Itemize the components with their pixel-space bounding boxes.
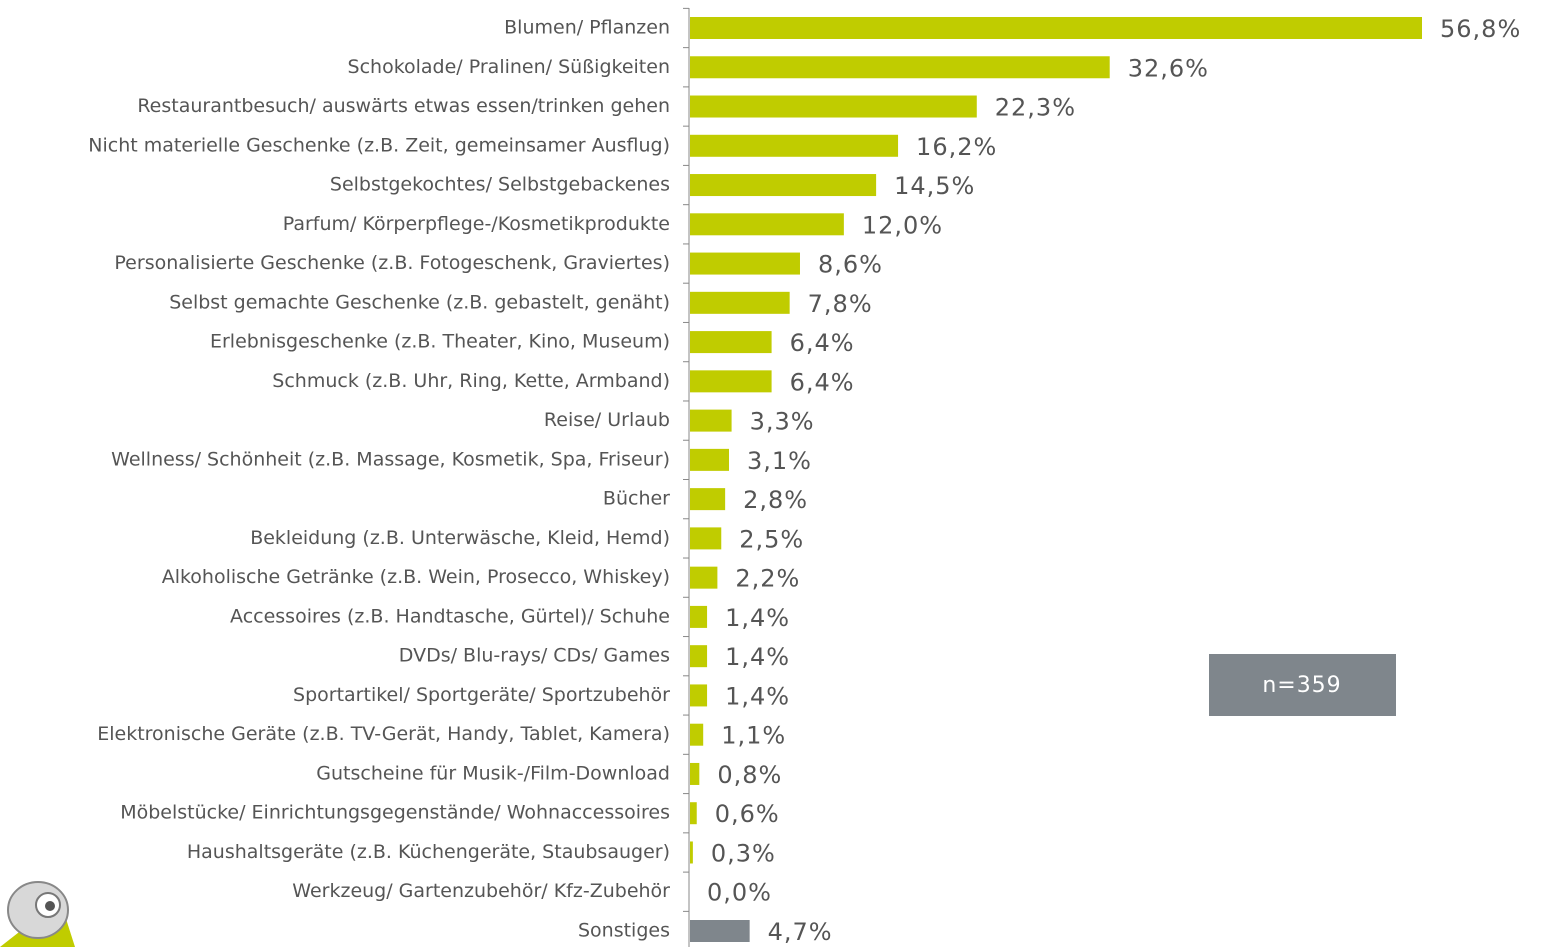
category-label: DVDs/ Blu-rays/ CDs/ Games	[399, 645, 670, 667]
category-label: Blumen/ Pflanzen	[504, 17, 670, 39]
category-label: Gutscheine für Musik-/Film-Download	[316, 762, 670, 784]
bar	[690, 841, 693, 864]
category-label: Restaurantbesuch/ auswärts etwas essen/t…	[137, 95, 670, 117]
value-label: 2,2%	[735, 565, 800, 593]
category-label: Accessoires (z.B. Handtasche, Gürtel)/ S…	[230, 605, 670, 627]
category-label: Haushaltsgeräte (z.B. Küchengeräte, Stau…	[187, 841, 670, 863]
value-label: 1,1%	[721, 722, 786, 750]
category-label: Sportartikel/ Sportgeräte/ Sportzubehör	[293, 684, 670, 706]
bar	[690, 802, 697, 825]
bar	[690, 213, 844, 236]
value-label: 22,3%	[995, 94, 1076, 122]
bar	[690, 331, 772, 354]
value-label: 1,4%	[725, 604, 790, 632]
bar	[690, 920, 750, 942]
value-label: 6,4%	[790, 329, 855, 357]
bar	[690, 370, 772, 393]
category-label: Elektronische Geräte (z.B. TV-Gerät, Han…	[97, 723, 670, 745]
annotation-box	[1209, 654, 1396, 716]
category-label: Bücher	[603, 488, 670, 510]
value-label: 56,8%	[1440, 15, 1521, 43]
annotation: n=359	[1262, 673, 1341, 698]
value-label: 2,5%	[739, 525, 804, 553]
bar	[690, 95, 977, 118]
value-label: 0,6%	[715, 800, 780, 828]
value-label: 3,3%	[750, 408, 815, 436]
value-label: 6,4%	[790, 368, 855, 396]
category-label: Möbelstücke/ Einrichtungsgegenstände/ Wo…	[120, 802, 670, 824]
category-label: Erlebnisgeschenke (z.B. Theater, Kino, M…	[210, 331, 670, 353]
category-label: Parfum/ Körperpflege-/Kosmetikprodukte	[283, 213, 670, 235]
bar	[690, 291, 790, 314]
bar	[690, 723, 704, 746]
category-label: Nicht materielle Geschenke (z.B. Zeit, g…	[88, 134, 670, 156]
category-label: Selbstgekochtes/ Selbstgebackenes	[330, 174, 670, 196]
value-label: 32,6%	[1128, 54, 1209, 82]
bar	[690, 684, 708, 707]
bar	[690, 409, 732, 432]
bar	[690, 134, 899, 157]
category-label: Alkoholische Getränke (z.B. Wein, Prosec…	[162, 566, 670, 588]
value-label: 12,0%	[862, 211, 943, 239]
value-label: 0,0%	[707, 879, 772, 907]
value-label: 4,7%	[768, 918, 833, 946]
logo	[0, 881, 75, 947]
value-label: 0,8%	[717, 761, 782, 789]
category-label: Schokolade/ Pralinen/ Süßigkeiten	[348, 56, 670, 78]
bar	[690, 56, 1110, 79]
category-label: Schmuck (z.B. Uhr, Ring, Kette, Armband)	[272, 370, 670, 392]
bar	[690, 17, 1422, 39]
bar	[690, 252, 800, 275]
value-label: 8,6%	[818, 251, 883, 279]
bar	[690, 605, 708, 628]
value-label: 2,8%	[743, 486, 808, 514]
value-label: 14,5%	[894, 172, 975, 200]
value-label: 7,8%	[808, 290, 873, 318]
value-label: 16,2%	[916, 133, 997, 161]
category-label: Personalisierte Geschenke (z.B. Fotogesc…	[114, 252, 670, 274]
category-label: Werkzeug/ Gartenzubehör/ Kfz-Zubehör	[292, 880, 670, 902]
bar	[690, 174, 877, 197]
value-label: 1,4%	[725, 682, 790, 710]
category-label: Selbst gemachte Geschenke (z.B. gebastel…	[169, 291, 670, 313]
bar	[690, 527, 722, 550]
bar	[690, 488, 726, 511]
category-label: Wellness/ Schönheit (z.B. Massage, Kosme…	[111, 448, 670, 470]
value-label: 3,1%	[747, 447, 812, 475]
bar	[690, 762, 700, 785]
category-label: Sonstiges	[578, 920, 670, 942]
bar	[690, 448, 730, 471]
bar	[690, 566, 718, 589]
category-label: Reise/ Urlaub	[544, 409, 670, 431]
value-label: 0,3%	[711, 839, 776, 867]
bar	[690, 645, 708, 668]
value-label: 1,4%	[725, 643, 790, 671]
category-label: Bekleidung (z.B. Unterwäsche, Kleid, Hem…	[250, 527, 670, 549]
